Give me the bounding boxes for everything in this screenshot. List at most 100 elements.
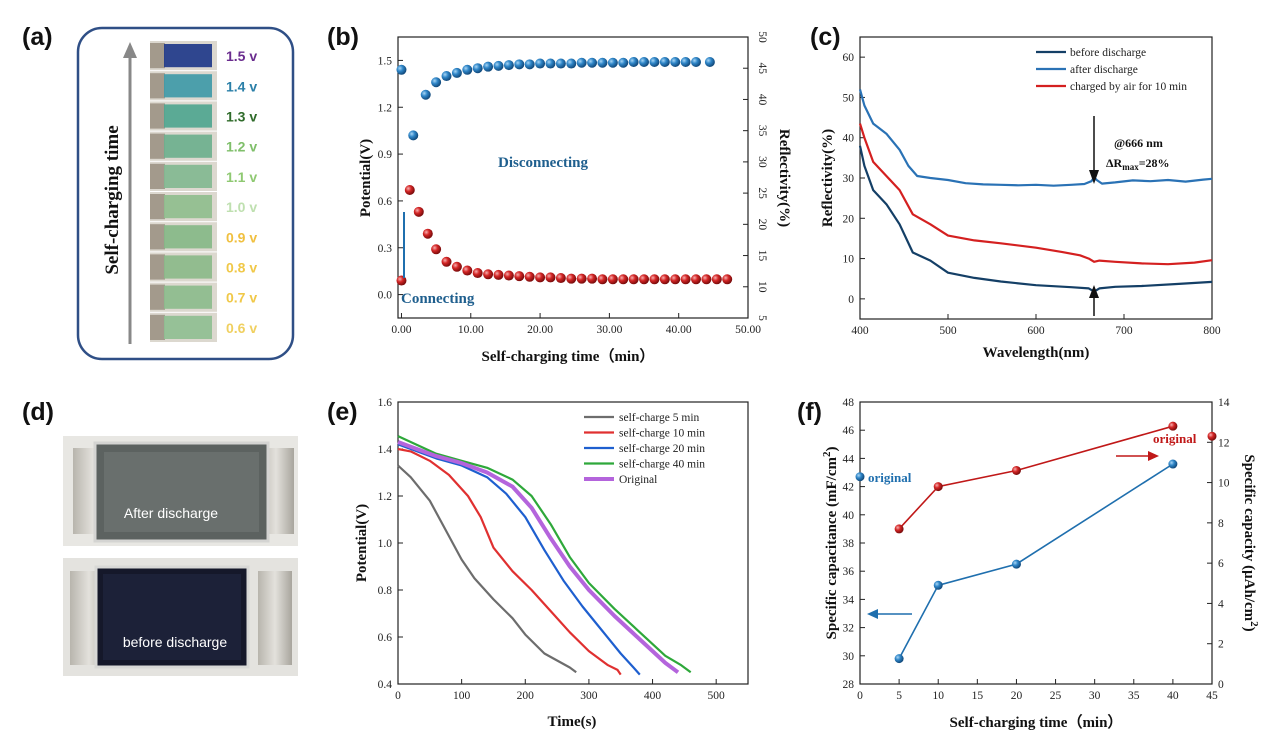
reflectivity-point [628, 274, 639, 285]
x-tick-label: 500 [939, 325, 957, 337]
y2-tick-label: 5 [756, 315, 768, 321]
panel-b-ticks: 0.00 10.00 20.00 30.00 40.00 50.00 0.0 0.3 0.6 0.… [378, 31, 768, 336]
x-tick-label: 800 [1203, 325, 1221, 337]
reflectivity-point [472, 268, 483, 279]
reflectivity-point [701, 274, 712, 285]
x-tick-label: 35 [1128, 690, 1140, 702]
y-tick-label: 0.9 [378, 149, 393, 161]
x-tick-label: 5 [896, 690, 902, 702]
y-tick-label: 46 [843, 425, 855, 437]
capacitance-point [1011, 559, 1021, 569]
y2-tick-label: 12 [1218, 437, 1230, 449]
y-tick-label: 20 [843, 213, 855, 225]
y-tick-label: 0.6 [378, 632, 393, 644]
voltage-label: 1.5 v [226, 48, 257, 64]
y2-tick-label: 25 [756, 187, 768, 199]
panel-e-xlabel: Time(s) [548, 714, 597, 730]
device-photo-film [164, 74, 212, 98]
potential-point [576, 57, 587, 68]
after-discharge-caption: After discharge [124, 505, 218, 521]
device-photo-clip [150, 224, 165, 250]
reflectivity-point [545, 272, 556, 283]
reflectivity-point [441, 256, 452, 267]
potential-point [628, 56, 639, 67]
x-tick-label: 300 [580, 690, 598, 702]
reflectivity-point [404, 184, 415, 195]
potential-point [597, 57, 608, 68]
y2-tick-label: 4 [1218, 598, 1224, 610]
series-line [397, 443, 641, 676]
reflectivity-point [535, 272, 546, 283]
reflectivity-point [555, 273, 566, 284]
potential-point [408, 130, 419, 141]
potential-point [704, 56, 715, 67]
y-tick-label: 0.0 [378, 290, 393, 302]
panel-c-ticks: 400 500 600 700 800 0 10 20 30 40 50 60 [843, 52, 1221, 337]
wavelength-annotation: @666 nm [1114, 136, 1163, 150]
potential-point [659, 56, 670, 67]
y2-tick-label: 30 [756, 156, 768, 168]
potential-point [607, 57, 618, 68]
panel-a-axis-label: Self-charging time [102, 125, 123, 274]
x-tick-label: 20.00 [527, 324, 553, 336]
panel-b-y2label: Reflectivity(%) [776, 129, 792, 227]
potential-point [524, 59, 535, 70]
potential-point [396, 64, 407, 75]
before-discharge-caption: before discharge [123, 634, 228, 650]
y2-tick-label: 15 [756, 250, 768, 262]
panel-b-label: (b) [327, 23, 359, 51]
panel-c-lines [858, 89, 1213, 293]
y-tick-label: 40 [843, 510, 855, 522]
y-tick-label: 1.2 [378, 491, 393, 503]
panel-c-arrows [1089, 116, 1099, 316]
voltage-label: 0.8 v [226, 260, 257, 276]
panel-f-xlabel: Self-charging time（min） [950, 713, 1123, 731]
capacity-point [1011, 465, 1021, 475]
device-photo-film [164, 255, 212, 279]
y-tick-label: 32 [843, 623, 855, 635]
panel-f-ticks: 0 5 10 15 20 25 30 35 40 452830323436384042444648… [843, 397, 1230, 702]
panel-e: (e) 0 100 200 300 400 500 0.4 0.6 0.8 1.0 1.2 1.4 1.… [327, 397, 749, 730]
x-tick-label: 20 [1011, 690, 1023, 702]
disconnecting-annotation: Disconnecting [498, 155, 589, 171]
potential-point [566, 58, 577, 69]
y-tick-label: 44 [843, 453, 855, 465]
potential-point [451, 67, 462, 78]
series-line [397, 447, 622, 676]
panel-c-legend: before discharge after discharge charged b… [1036, 47, 1187, 93]
reflectivity-point [451, 261, 462, 272]
device-photo-clip [150, 103, 165, 129]
potential-point [483, 61, 494, 72]
y2-tick-label: 10 [1218, 478, 1230, 490]
potential-point [639, 56, 650, 67]
x-tick-label: 0 [857, 690, 863, 702]
y-tick-label: 38 [843, 538, 855, 550]
y-tick-label: 28 [843, 679, 855, 691]
y-tick-label: 42 [843, 482, 855, 494]
reflectivity-point [597, 274, 608, 285]
series-line [858, 89, 1213, 187]
panel-f: (f) 0 5 10 15 20 25 30 35 40 45283032343638404244… [797, 397, 1260, 731]
panel-e-legend: self-charge 5 min self-charge 10 min self-… [584, 412, 705, 486]
y2-tick-label: 45 [756, 62, 768, 74]
y2-tick-label: 6 [1218, 558, 1224, 570]
potential-point [441, 71, 452, 82]
panel-c-label: (c) [810, 23, 841, 51]
y-tick-label: 48 [843, 397, 855, 409]
panel-e-ticks: 0 100 200 300 400 500 0.4 0.6 0.8 1.0 1.2 1.4 1.6 [378, 397, 725, 702]
reflectivity-point [691, 274, 702, 285]
self-charging-arrow [123, 42, 137, 344]
y-tick-label: 0.8 [378, 585, 393, 597]
x-tick-label: 400 [851, 325, 869, 337]
potential-point [691, 56, 702, 67]
y2-tick-label: 50 [756, 31, 768, 43]
potential-point [472, 63, 483, 74]
panel-f-axis-arrows [867, 451, 1159, 619]
reflectivity-point [413, 206, 424, 217]
panel-c-xlabel: Wavelength(nm) [983, 345, 1090, 361]
x-tick-label: 400 [644, 690, 662, 702]
reflectivity-point [607, 274, 618, 285]
y-tick-label: 0.4 [378, 679, 393, 691]
potential-point [587, 57, 598, 68]
series-line [397, 440, 680, 674]
